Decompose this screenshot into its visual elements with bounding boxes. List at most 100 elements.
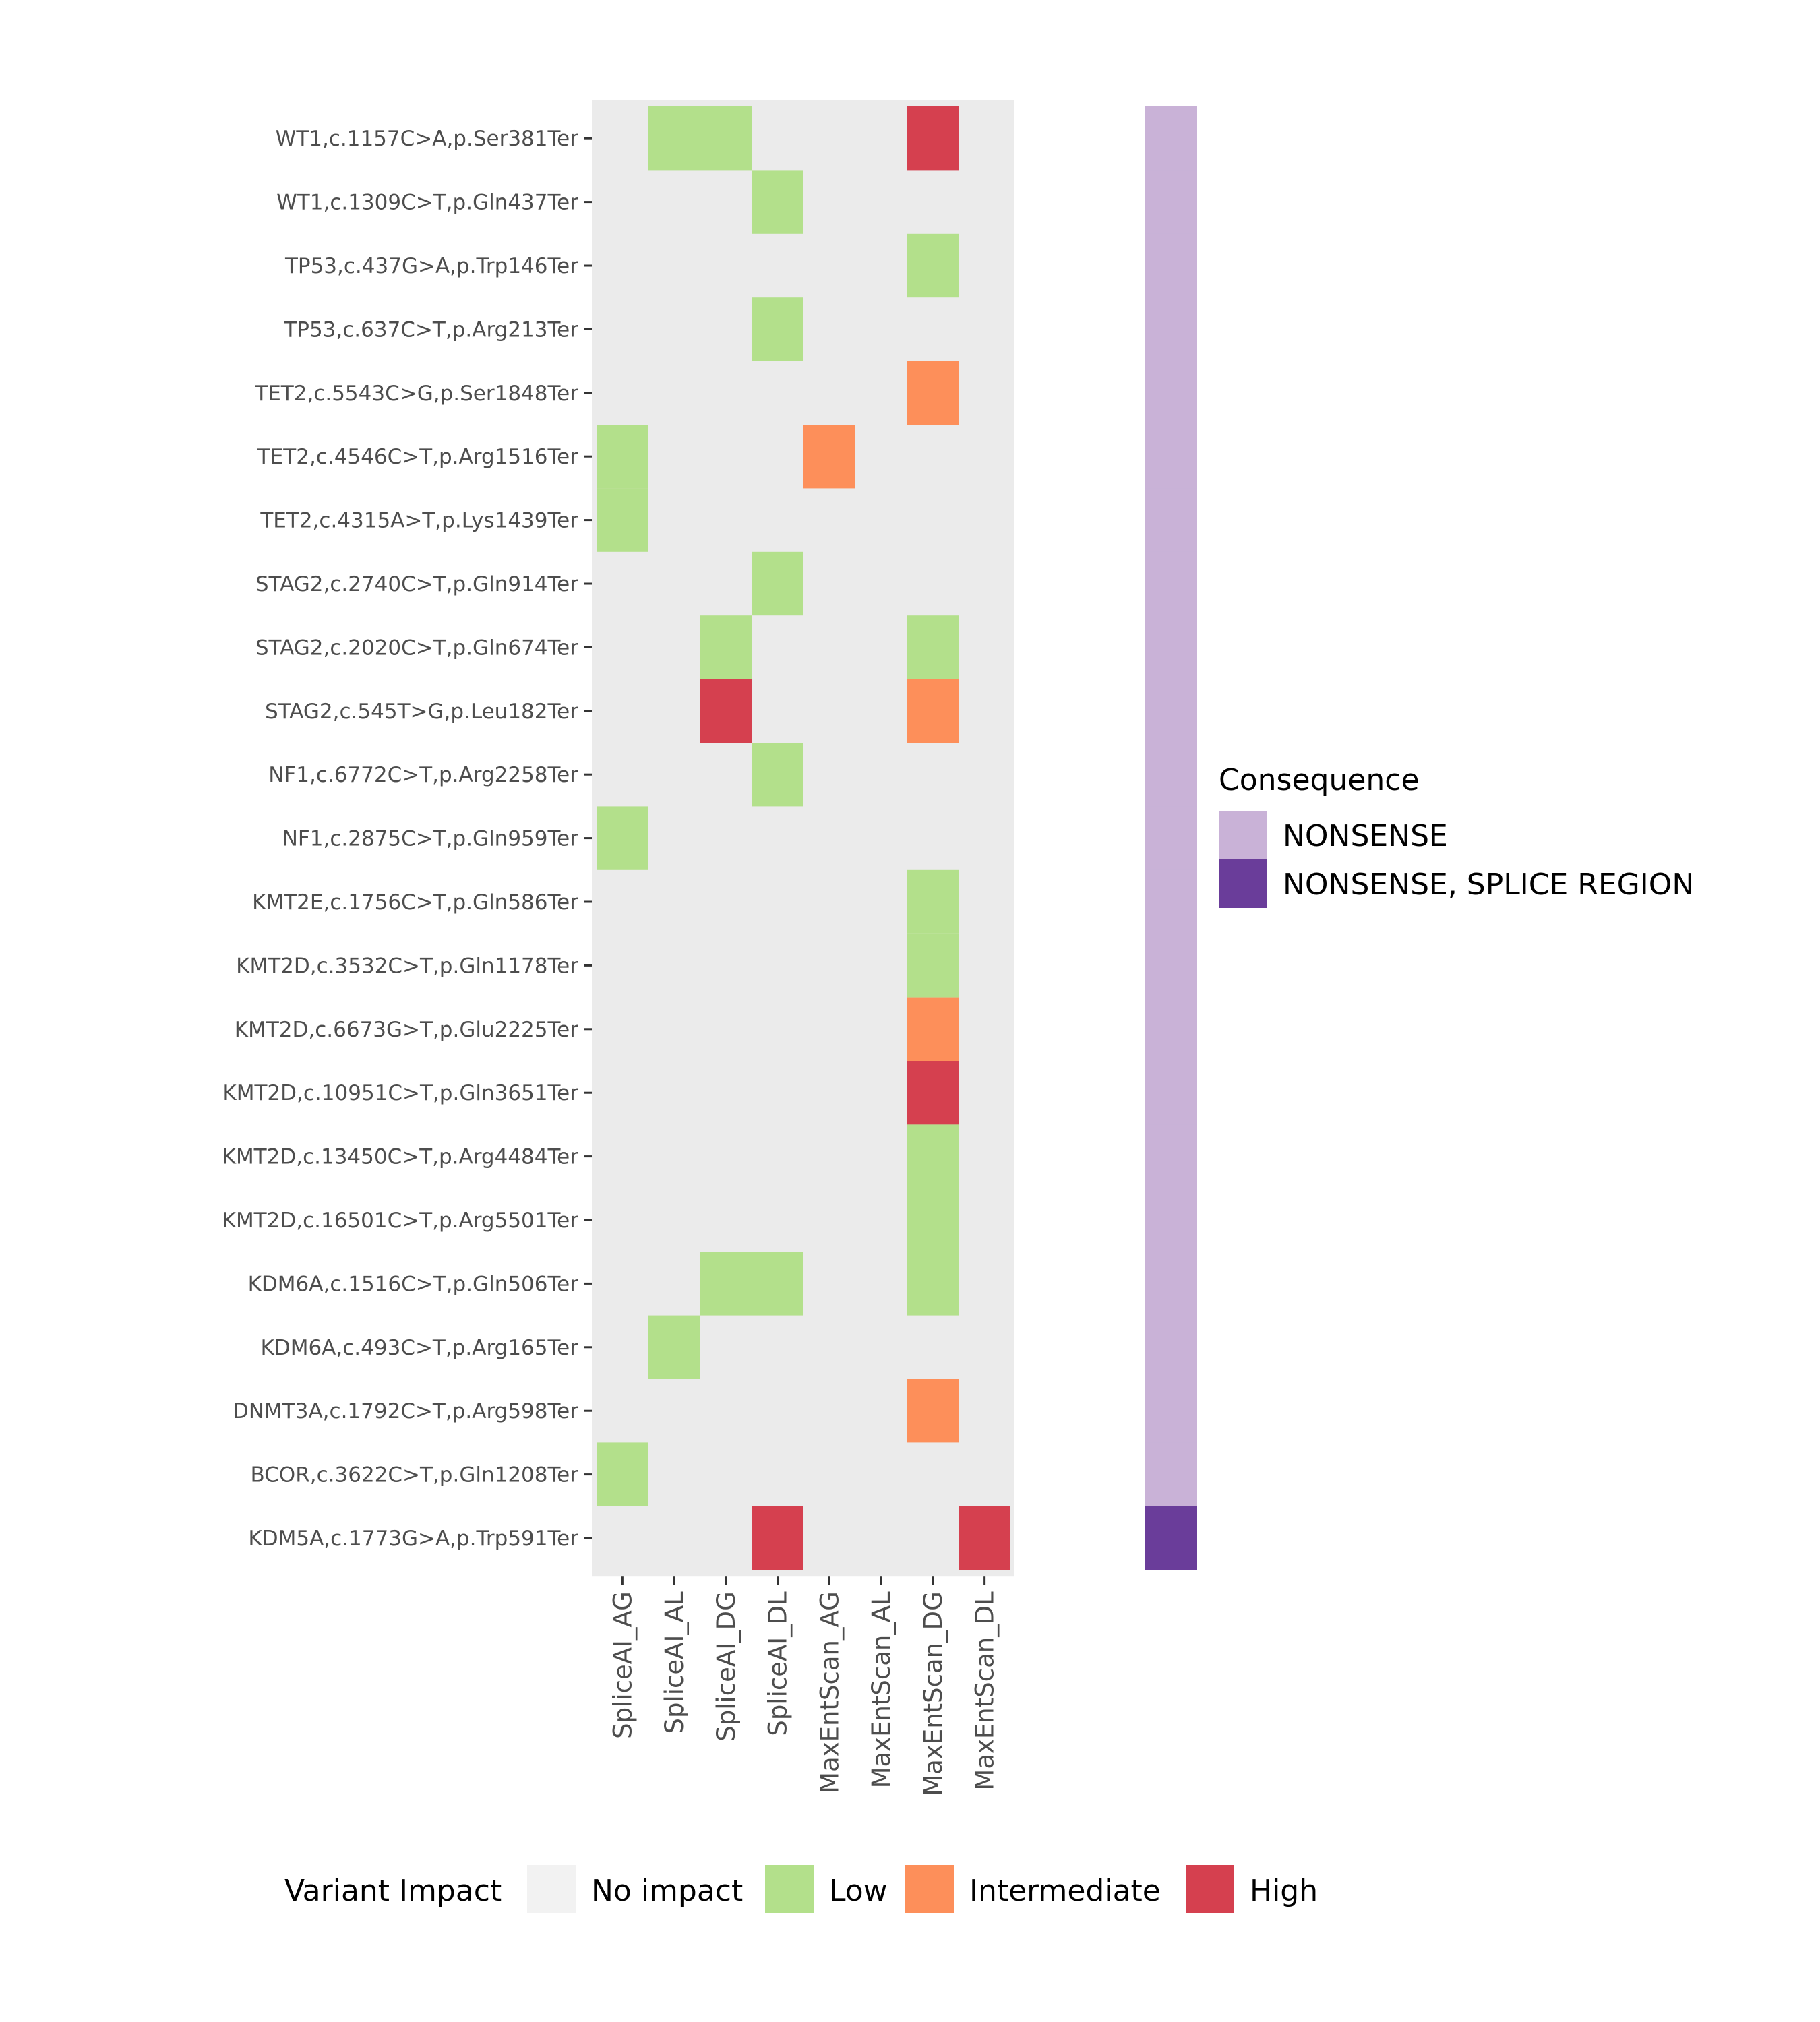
x-tick-label: SpliceAI_AG — [608, 1591, 637, 1739]
y-tick-label: WT1,c.1309C>T,p.Gln437Ter — [276, 191, 578, 215]
variant-impact-legend-label: High — [1250, 1874, 1318, 1908]
variant-impact-legend-title: Variant Impact — [284, 1874, 502, 1908]
heatmap-cell-low — [907, 869, 959, 934]
consequence-cell-nonsense — [1145, 1379, 1197, 1443]
consequence-legend-key-nonsense-splice-region — [1219, 859, 1267, 908]
heatmap-cell-low — [648, 1315, 700, 1379]
y-tick-label: KMT2D,c.16501C>T,p.Arg5501Ter — [222, 1208, 579, 1233]
heatmap-cell-low — [597, 488, 648, 552]
variant-impact-legend-key-no-impact — [527, 1865, 576, 1913]
y-tick-label: NF1,c.2875C>T,p.Gln959Ter — [282, 827, 579, 851]
y-tick-label: KDM6A,c.493C>T,p.Arg165Ter — [261, 1336, 579, 1360]
heatmap-cell-low — [597, 425, 648, 489]
heatmap-cell-low — [752, 297, 803, 361]
variant-impact-legend-label: Intermediate — [969, 1874, 1161, 1908]
consequence-cell-nonsense — [1145, 1315, 1197, 1380]
y-tick-label: KMT2D,c.6673G>T,p.Glu2225Ter — [235, 1018, 578, 1042]
y-tick-label: DNMT3A,c.1792C>T,p.Arg598Ter — [233, 1399, 578, 1423]
heatmap-cell-low — [907, 615, 959, 679]
heatmap-cell-high — [700, 679, 752, 743]
y-tick-label: KMT2D,c.10951C>T,p.Gln3651Ter — [222, 1081, 578, 1105]
consequence-legend-label: NONSENSE — [1283, 819, 1448, 853]
heatmap-cell-high — [959, 1506, 1010, 1570]
y-tick-label: TET2,c.4546C>T,p.Arg1516Ter — [257, 445, 578, 469]
heatmap-cell-low — [907, 233, 959, 298]
y-tick-label: WT1,c.1157C>A,p.Ser381Ter — [276, 127, 579, 151]
consequence-cell-nonsense — [1145, 233, 1197, 298]
y-tick-label: TP53,c.637C>T,p.Arg213Ter — [283, 317, 578, 342]
heatmap-cell-high — [907, 106, 959, 171]
y-tick-label: STAG2,c.2740C>T,p.Gln914Ter — [255, 572, 578, 596]
consequence-cell-nonsense — [1145, 743, 1197, 807]
x-tick-label: MaxEntScan_AG — [815, 1591, 844, 1794]
y-axis: WT1,c.1157C>A,p.Ser381Ter WT1,c.1309C>T,p… — [222, 127, 592, 1551]
heatmap-cell-intermediate — [907, 997, 959, 1061]
consequence-cell-nonsense — [1145, 679, 1197, 743]
x-tick-label: SpliceAI_AL — [660, 1591, 689, 1734]
consequence-bar — [1145, 106, 1197, 1570]
heatmap-cell-low — [907, 1188, 959, 1252]
consequence-cell-nonsense — [1145, 425, 1197, 489]
variant-impact-legend-label: Low — [829, 1874, 888, 1908]
heatmap-cell-low — [648, 106, 700, 171]
consequence-cell-nonsense — [1145, 361, 1197, 425]
consequence-cell-nonsense — [1145, 106, 1197, 171]
consequence-cell-nonsense — [1145, 1252, 1197, 1316]
y-tick-label: BCOR,c.3622C>T,p.Gln1208Ter — [250, 1463, 578, 1488]
y-tick-label: TP53,c.437G>A,p.Trp146Ter — [284, 254, 578, 278]
y-tick-label: KDM6A,c.1516C>T,p.Gln506Ter — [248, 1272, 579, 1296]
consequence-cell-nonsense — [1145, 806, 1197, 871]
consequence-cell-nonsense-splice-region — [1145, 1506, 1197, 1570]
x-tick-label: MaxEntScan_DG — [919, 1591, 948, 1796]
heatmap-cell-low — [752, 743, 803, 807]
consequence-cell-nonsense — [1145, 1124, 1197, 1189]
y-tick-label: KMT2D,c.3532C>T,p.Gln1178Ter — [236, 954, 578, 978]
consequence-cell-nonsense — [1145, 869, 1197, 934]
heatmap-cell-intermediate — [907, 361, 959, 425]
y-tick-label: STAG2,c.2020C>T,p.Gln674Ter — [255, 636, 578, 660]
x-tick-label: SpliceAI_DG — [712, 1591, 741, 1742]
consequence-legend: Consequence NONSENSE NONSENSE, SPLICE REG… — [1219, 763, 1694, 908]
consequence-cell-nonsense — [1145, 1188, 1197, 1252]
x-tick-label: SpliceAI_DL — [764, 1591, 793, 1736]
heatmap-cells — [597, 106, 1010, 1570]
y-tick-label: TET2,c.5543C>G,p.Ser1848Ter — [254, 381, 578, 406]
variant-impact-legend-label: No impact — [591, 1874, 743, 1908]
y-tick-label: TET2,c.4315A>T,p.Lys1439Ter — [260, 509, 578, 533]
consequence-cell-nonsense — [1145, 997, 1197, 1062]
consequence-legend-key-nonsense — [1219, 811, 1267, 859]
heatmap-cell-low — [752, 1252, 803, 1316]
heatmap-cell-intermediate — [803, 425, 855, 489]
y-tick-label: KMT2E,c.1756C>T,p.Gln586Ter — [252, 890, 578, 915]
consequence-legend-label: NONSENSE, SPLICE REGION — [1283, 867, 1694, 902]
heatmap-cell-low — [700, 106, 752, 171]
x-axis: SpliceAI_AG SpliceAI_AL SpliceAI_DG SpliceA… — [608, 1576, 1000, 1796]
heatmap-cell-low — [597, 1442, 648, 1506]
consequence-cell-nonsense — [1145, 551, 1197, 616]
y-tick-label: KDM5A,c.1773G>A,p.Trp591Ter — [248, 1527, 578, 1551]
heatmap-cell-low — [597, 806, 648, 870]
consequence-cell-nonsense — [1145, 297, 1197, 362]
heatmap-cell-high — [907, 1061, 959, 1125]
variant-impact-legend-key-high — [1186, 1865, 1234, 1913]
consequence-cell-nonsense — [1145, 1061, 1197, 1125]
heatmap-cell-low — [752, 170, 803, 234]
heatmap-cell-intermediate — [907, 679, 959, 743]
y-tick-label: KMT2D,c.13450C>T,p.Arg4484Ter — [222, 1145, 579, 1169]
variant-impact-legend: Variant Impact No impact Low Intermediate H… — [284, 1865, 1318, 1913]
consequence-cell-nonsense — [1145, 1442, 1197, 1507]
y-tick-label: NF1,c.6772C>T,p.Arg2258Ter — [268, 763, 578, 787]
heatmap-cell-low — [752, 551, 803, 616]
heatmap-cell-low — [907, 1124, 959, 1188]
consequence-cell-nonsense — [1145, 488, 1197, 553]
heatmap-cell-low — [700, 615, 752, 679]
consequence-cell-nonsense — [1145, 615, 1197, 680]
variant-impact-legend-key-intermediate — [905, 1865, 954, 1913]
y-tick-label: STAG2,c.545T>G,p.Leu182Ter — [265, 700, 578, 724]
heatmap-cell-intermediate — [907, 1379, 959, 1443]
variant-impact-legend-key-low — [765, 1865, 814, 1913]
consequence-legend-title: Consequence — [1219, 763, 1420, 797]
x-tick-label: MaxEntScan_AL — [867, 1591, 896, 1789]
consequence-cell-nonsense — [1145, 170, 1197, 235]
